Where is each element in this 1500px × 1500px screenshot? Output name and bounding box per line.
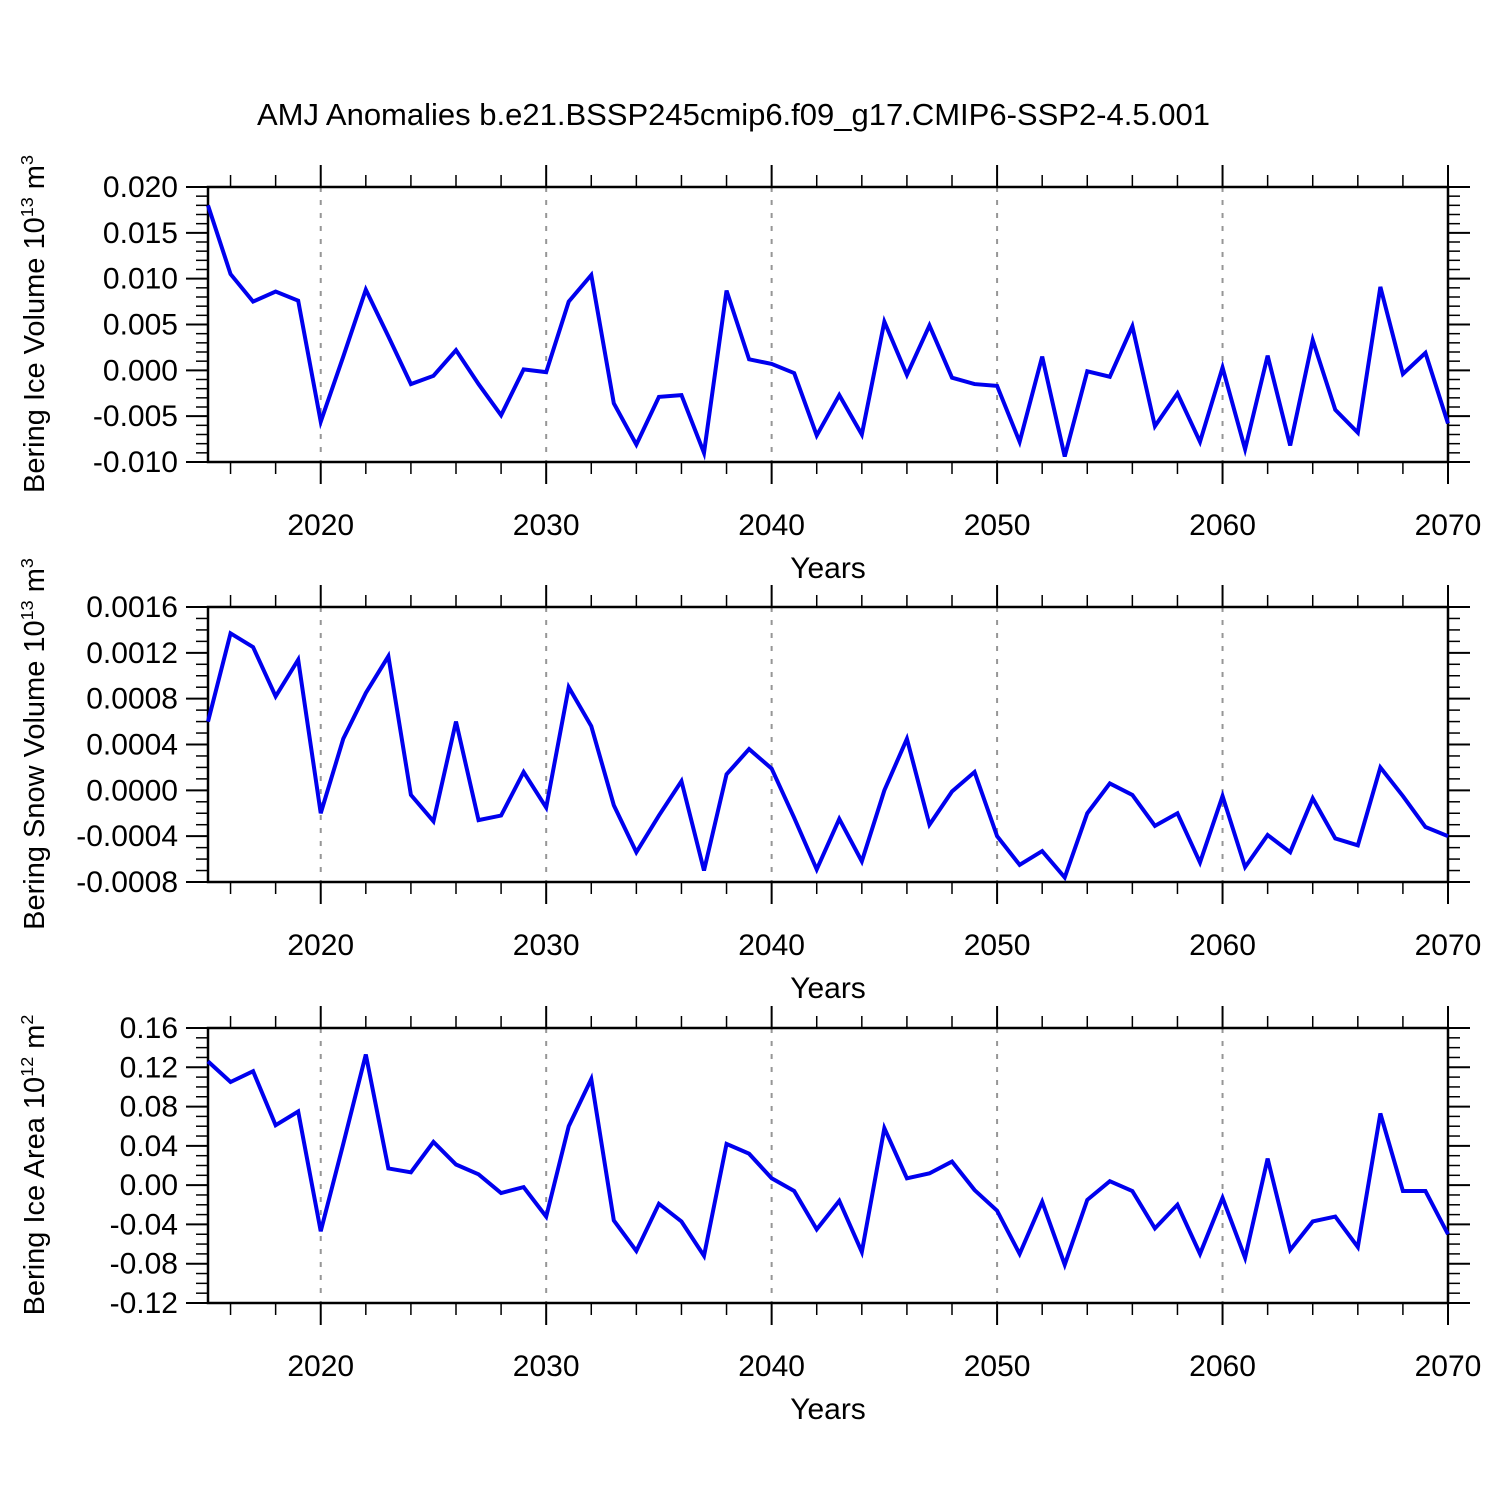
x-tick-label: 2050 bbox=[964, 509, 1031, 542]
y-tick-label: -0.010 bbox=[93, 446, 178, 479]
y-axis-label-text: Bering Ice Area 10 bbox=[18, 1076, 51, 1316]
x-tick-label: 2050 bbox=[964, 929, 1031, 962]
x-tick-label: 2020 bbox=[287, 929, 354, 962]
y-axis-label-unit: m bbox=[18, 165, 51, 198]
chart-title: AMJ Anomalies b.e21.BSSP245cmip6.f09_g17… bbox=[257, 97, 1210, 132]
y-tick-label: 0.020 bbox=[103, 171, 178, 204]
y-axis-label-ice-volume: Bering Ice Volume 1013 m3 bbox=[17, 155, 51, 493]
y-tick-label: 0.0004 bbox=[86, 729, 178, 762]
plot-frame-bering-ice-volume bbox=[206, 185, 1450, 464]
x-tick-label: 2040 bbox=[738, 509, 805, 542]
y-tick-label: -0.005 bbox=[93, 400, 178, 433]
y-tick-label: -0.08 bbox=[110, 1248, 178, 1281]
y-tick-label: 0.000 bbox=[103, 354, 178, 387]
y-tick-label: 0.0012 bbox=[86, 637, 178, 670]
x-tick-label: 2060 bbox=[1189, 929, 1256, 962]
x-tick-label: 2070 bbox=[1415, 509, 1482, 542]
y-axis-label-text: Bering Snow Volume 10 bbox=[18, 620, 51, 930]
y-tick-label: 0.005 bbox=[103, 309, 178, 342]
y-tick-label: 0.04 bbox=[120, 1130, 178, 1163]
data-line-bering-snow-volume bbox=[206, 630, 1449, 882]
y-tick-label: -0.0004 bbox=[76, 820, 178, 853]
x-tick-label: 2020 bbox=[287, 509, 354, 542]
x-tick-label: 2050 bbox=[964, 1350, 1031, 1383]
x-tick-label: 2040 bbox=[738, 929, 805, 962]
y-axis-label-unit: m bbox=[18, 1024, 51, 1057]
y-tick-label: 0.00 bbox=[120, 1169, 178, 1202]
y-tick-label: 0.015 bbox=[103, 217, 178, 250]
y-axis-label-exponent: 13 bbox=[17, 600, 38, 621]
plot-frame-bering-ice-area bbox=[206, 1026, 1450, 1305]
x-tick-label: 2030 bbox=[513, 929, 580, 962]
x-tick-label: 2030 bbox=[513, 509, 580, 542]
x-tick-label: 2030 bbox=[513, 1350, 580, 1383]
data-line-bering-ice-area bbox=[206, 1054, 1450, 1271]
x-axis-title-panel2: Years bbox=[790, 972, 866, 1005]
y-tick-label: 0.16 bbox=[120, 1012, 178, 1045]
y-axis-label-unit: m bbox=[18, 568, 51, 601]
y-tick-label: 0.12 bbox=[120, 1051, 178, 1084]
y-tick-label: 0.0000 bbox=[86, 774, 178, 807]
y-tick-label: 0.0008 bbox=[86, 683, 178, 716]
y-axis-label-unit-exponent: 3 bbox=[17, 558, 38, 569]
plot-frame-bering-snow-volume bbox=[206, 605, 1450, 884]
y-tick-label: -0.0008 bbox=[76, 866, 178, 899]
x-tick-label: 2020 bbox=[287, 1350, 354, 1383]
x-tick-label: 2040 bbox=[738, 1350, 805, 1383]
y-axis-label-ice-area: Bering Ice Area 1012 m2 bbox=[17, 1014, 51, 1316]
y-axis-label-text: Bering Ice Volume 10 bbox=[18, 217, 51, 493]
y-axis-label-exponent: 13 bbox=[17, 197, 38, 218]
x-tick-label: 2060 bbox=[1189, 509, 1256, 542]
x-tick-label: 2060 bbox=[1189, 1350, 1256, 1383]
data-line-bering-ice-volume bbox=[206, 204, 1450, 461]
y-tick-label: -0.12 bbox=[110, 1287, 178, 1320]
y-tick-label: 0.010 bbox=[103, 263, 178, 296]
x-axis-title-panel3: Years bbox=[790, 1393, 866, 1426]
x-tick-label: 2070 bbox=[1415, 929, 1482, 962]
y-axis-label-snow-volume: Bering Snow Volume 1013 m3 bbox=[17, 558, 51, 930]
y-tick-label: -0.04 bbox=[110, 1208, 178, 1241]
y-tick-label: 0.08 bbox=[120, 1091, 178, 1124]
y-axis-label-unit-exponent: 3 bbox=[17, 155, 38, 166]
x-tick-label: 2070 bbox=[1415, 1350, 1482, 1383]
x-axis-title-panel1: Years bbox=[790, 552, 866, 585]
y-axis-label-exponent: 12 bbox=[17, 1056, 38, 1077]
y-tick-label: 0.0016 bbox=[86, 591, 178, 624]
y-axis-label-unit-exponent: 2 bbox=[17, 1014, 38, 1025]
